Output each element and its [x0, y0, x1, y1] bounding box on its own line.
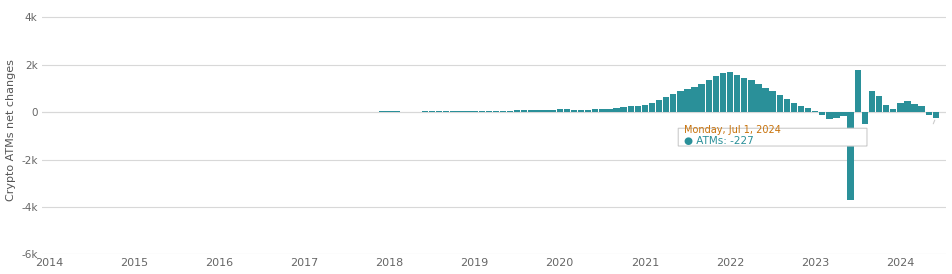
- Bar: [457, 111, 464, 112]
- Bar: [933, 112, 939, 118]
- Bar: [911, 104, 918, 112]
- Bar: [748, 80, 755, 112]
- Bar: [720, 73, 726, 112]
- Bar: [741, 78, 747, 112]
- Bar: [769, 91, 776, 112]
- Bar: [428, 111, 435, 112]
- Bar: [670, 94, 677, 112]
- Bar: [649, 103, 655, 112]
- Bar: [847, 112, 854, 200]
- Bar: [613, 108, 620, 112]
- Bar: [578, 110, 585, 112]
- Bar: [699, 84, 704, 112]
- Bar: [564, 109, 570, 112]
- Bar: [656, 100, 663, 112]
- FancyBboxPatch shape: [678, 128, 867, 146]
- Bar: [479, 111, 485, 112]
- Bar: [763, 87, 768, 112]
- Bar: [804, 108, 811, 112]
- Bar: [869, 91, 875, 112]
- Bar: [897, 103, 903, 112]
- Bar: [904, 101, 911, 112]
- Bar: [621, 107, 626, 112]
- Bar: [826, 112, 833, 119]
- Bar: [606, 109, 612, 112]
- Text: Monday, Jul 1, 2024: Monday, Jul 1, 2024: [684, 125, 781, 135]
- Bar: [500, 111, 506, 112]
- Bar: [777, 95, 783, 112]
- Bar: [471, 111, 478, 112]
- Bar: [465, 111, 470, 112]
- Bar: [543, 110, 548, 112]
- Bar: [812, 111, 819, 112]
- Text: ● ATMs: -227: ● ATMs: -227: [684, 136, 754, 145]
- Bar: [635, 105, 641, 112]
- Bar: [890, 109, 897, 112]
- Bar: [819, 112, 825, 115]
- Bar: [919, 105, 924, 112]
- Bar: [833, 112, 840, 118]
- Bar: [557, 110, 563, 112]
- Bar: [705, 80, 712, 112]
- Bar: [436, 111, 443, 112]
- Bar: [528, 110, 535, 112]
- Bar: [493, 111, 499, 112]
- Bar: [862, 112, 868, 124]
- Bar: [855, 70, 861, 112]
- Bar: [571, 110, 577, 112]
- Bar: [592, 109, 599, 112]
- Bar: [798, 105, 804, 112]
- Bar: [783, 99, 790, 112]
- Bar: [450, 111, 457, 112]
- Y-axis label: Crypto ATMs net changes: Crypto ATMs net changes: [6, 59, 15, 201]
- Bar: [627, 107, 634, 112]
- Bar: [713, 76, 719, 112]
- Bar: [876, 96, 883, 112]
- Bar: [841, 112, 846, 116]
- Bar: [726, 72, 733, 112]
- Bar: [791, 103, 797, 112]
- Bar: [663, 97, 669, 112]
- Bar: [677, 91, 684, 112]
- Bar: [549, 110, 556, 112]
- Bar: [642, 105, 648, 112]
- Bar: [514, 110, 521, 112]
- Bar: [734, 75, 741, 112]
- Bar: [443, 111, 449, 112]
- Bar: [535, 110, 542, 112]
- Bar: [755, 84, 762, 112]
- Bar: [684, 89, 690, 112]
- Bar: [883, 105, 889, 112]
- Bar: [521, 110, 527, 112]
- Bar: [691, 87, 698, 112]
- Bar: [506, 111, 513, 112]
- Bar: [585, 110, 591, 112]
- Bar: [486, 111, 492, 112]
- Bar: [599, 109, 605, 112]
- Bar: [925, 112, 932, 115]
